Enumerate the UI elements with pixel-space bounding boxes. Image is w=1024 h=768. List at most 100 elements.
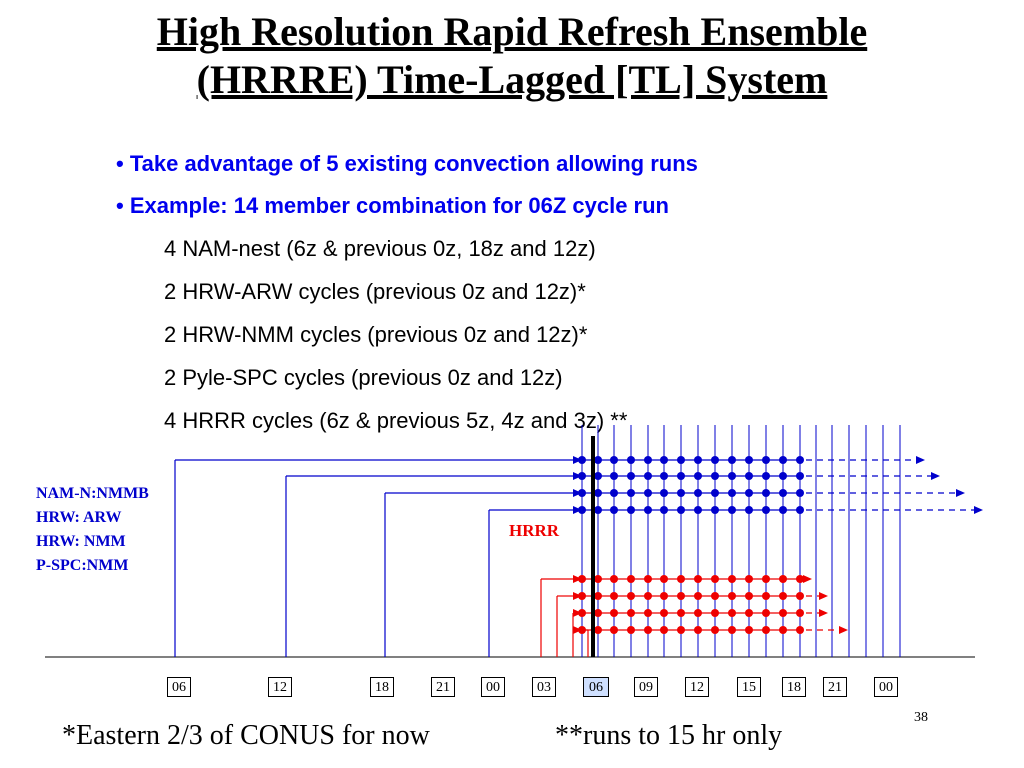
blue-run-dot	[762, 472, 770, 480]
blue-run-dot	[610, 489, 618, 497]
hrrr-label: HRRR	[509, 521, 560, 540]
timeline-tick: 06	[167, 677, 191, 697]
bullet-item: • Take advantage of 5 existing convectio…	[116, 151, 698, 176]
blue-run-dot	[796, 472, 804, 480]
blue-run-dot	[627, 506, 635, 514]
member-item: 2 Pyle-SPC cycles (previous 0z and 12z)	[164, 365, 563, 390]
blue-run-dot	[694, 489, 702, 497]
blue-run-dot	[711, 472, 719, 480]
blue-run-dot	[677, 472, 685, 480]
red-run-dot	[745, 575, 753, 583]
blue-run-dashed-arrowhead	[974, 506, 983, 514]
bullet-item: • Example: 14 member combination for 06Z…	[116, 193, 669, 218]
blue-run-dot	[594, 506, 602, 514]
timeline-tick: 00	[874, 677, 898, 697]
blue-run-dot	[762, 456, 770, 464]
member-item: 2 HRW-NMM cycles (previous 0z and 12z)*	[164, 322, 588, 347]
model-label-list: NAM-N:NMMB HRW: ARW HRW: NMM P-SPC:NMM	[36, 482, 149, 578]
timeline-tick: 09	[634, 677, 658, 697]
blue-run-dashed-arrowhead	[916, 456, 925, 464]
red-run-dot	[627, 609, 635, 617]
timeline-tick: 21	[823, 677, 847, 697]
title-line-1: High Resolution Rapid Refresh Ensemble	[156, 9, 868, 54]
blue-run-dot	[745, 456, 753, 464]
red-run-dot	[677, 575, 685, 583]
red-run-dot	[610, 592, 618, 600]
timeline-tick: 12	[268, 677, 292, 697]
red-run-dot	[779, 609, 787, 617]
blue-run-dot	[644, 472, 652, 480]
blue-run-dot	[594, 456, 602, 464]
red-run-dot	[660, 592, 668, 600]
blue-run-arrowhead	[573, 489, 582, 497]
blue-run-dot	[644, 506, 652, 514]
red-run-dot	[762, 592, 770, 600]
blue-run-dot	[711, 506, 719, 514]
blue-run-dot	[610, 472, 618, 480]
red-run-dot	[677, 626, 685, 634]
red-run-dot	[578, 609, 586, 617]
blue-run-dot	[578, 456, 586, 464]
red-run-dashed-arrowhead	[819, 609, 828, 617]
timeline-tick: 03	[532, 677, 556, 697]
timeline-tick: 15	[737, 677, 761, 697]
model-label: P-SPC:NMM	[36, 557, 129, 574]
red-run-dot	[779, 626, 787, 634]
red-run-dot	[728, 575, 736, 583]
red-run-dot	[779, 575, 787, 583]
timeline-tick: 06	[583, 677, 609, 697]
blue-run-dot	[694, 506, 702, 514]
red-run-dot	[796, 626, 804, 634]
red-run-dot	[779, 592, 787, 600]
blue-run-dot	[610, 506, 618, 514]
timeline-tick: 18	[370, 677, 394, 697]
red-run-dot	[610, 609, 618, 617]
red-run-dot	[594, 575, 602, 583]
model-label: HRW: NMM	[36, 533, 126, 550]
red-run-dot	[745, 592, 753, 600]
blue-run-dot	[578, 506, 586, 514]
blue-run-dot	[627, 489, 635, 497]
blue-run-dot	[677, 506, 685, 514]
blue-run-dot	[694, 472, 702, 480]
timeline-tick: 00	[481, 677, 505, 697]
blue-run-dot	[594, 489, 602, 497]
blue-run-dot	[796, 506, 804, 514]
title-line-2: (HRRRE) Time-Lagged [TL] System	[196, 57, 828, 102]
blue-run-dot	[660, 456, 668, 464]
red-run-dot	[796, 609, 804, 617]
red-run-arrowhead	[573, 609, 582, 617]
blue-run-dot	[728, 456, 736, 464]
red-run-dot	[762, 575, 770, 583]
blue-run-dot	[660, 489, 668, 497]
blue-run-dot	[745, 506, 753, 514]
red-run-dot	[578, 592, 586, 600]
blue-run-dot	[728, 506, 736, 514]
red-run-dot	[694, 626, 702, 634]
red-run-dot	[627, 626, 635, 634]
red-run-dot	[644, 592, 652, 600]
blue-run-dot	[796, 489, 804, 497]
blue-run-dot	[644, 489, 652, 497]
blue-run-dot	[644, 456, 652, 464]
red-run-arrowhead	[573, 592, 582, 600]
red-run-dot	[745, 626, 753, 634]
blue-run-dot	[711, 489, 719, 497]
blue-run-dot	[762, 489, 770, 497]
timeline-tick: 21	[431, 677, 455, 697]
blue-run-arrowhead	[573, 472, 582, 480]
red-run-dashed-arrowhead	[839, 626, 848, 634]
model-label: NAM-N:NMMB	[36, 485, 149, 502]
blue-run-dot	[627, 472, 635, 480]
blue-run-dot	[779, 506, 787, 514]
red-run-dot	[627, 575, 635, 583]
blue-run-dot	[779, 456, 787, 464]
red-run-arrowhead	[573, 575, 582, 583]
blue-run-dot	[660, 506, 668, 514]
red-run-dot	[711, 575, 719, 583]
blue-run-dot	[779, 472, 787, 480]
blue-run-dot	[578, 472, 586, 480]
red-run-dot	[694, 592, 702, 600]
footnote-eastern: *Eastern 2/3 of CONUS for now	[62, 720, 430, 751]
